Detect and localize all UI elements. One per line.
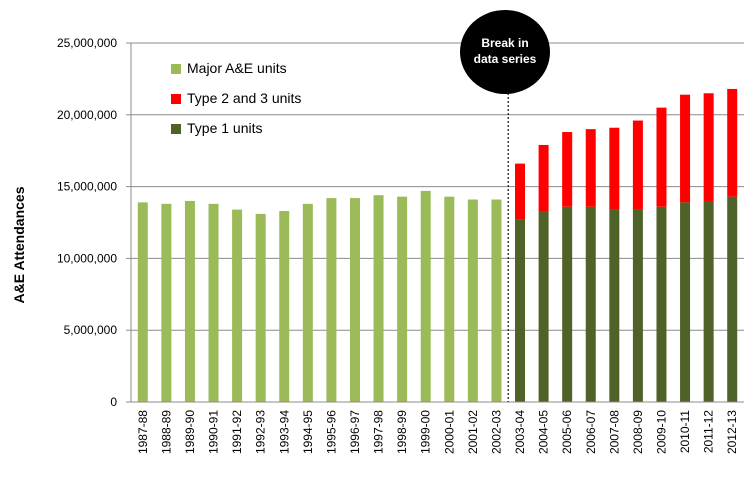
axes [130,43,744,403]
break-label: Break in [481,36,528,50]
x-tick-label: 1989-90 [183,410,197,454]
x-tick-label: 2004-05 [537,410,551,454]
bar-major-a-e-units-1997-98 [373,195,384,402]
x-tick-label: 2005-06 [560,410,574,454]
bar-type-2-and-3-units-2005-06 [562,132,573,207]
bar-major-a-e-units-1994-95 [302,203,313,402]
x-tick-label: 2012-13 [725,410,739,454]
y-tick-label: 5,000,000 [64,323,118,337]
bar-type-1-units-2006-07 [585,206,596,402]
bar-type-1-units-2003-04 [515,219,526,402]
legend-label: Major A&E units [187,60,287,76]
x-tick-label: 1992-93 [254,410,268,454]
y-tick-label: 25,000,000 [57,36,117,50]
legend-label: Type 1 units [187,120,263,136]
bar-type-2-and-3-units-2011-12 [703,93,714,201]
bar-type-1-units-2008-09 [632,209,643,402]
y-tick-label: 20,000,000 [57,108,117,122]
x-tick-labels: 1987-88 1988-89 1989-90 1990-91 1991-92 1992-… [136,410,739,454]
y-tick-label: 0 [110,395,117,409]
bar-major-a-e-units-1999-00 [420,190,431,402]
x-tick-label: 1987-88 [136,410,150,454]
x-tick-label: 1997-98 [372,410,386,454]
bar-type-1-units-2011-12 [703,200,714,402]
bar-major-a-e-units-2002-03 [491,199,502,402]
bar-type-2-and-3-units-2012-13 [727,88,738,197]
bar-type-1-units-2004-05 [538,211,549,402]
legend-swatch [171,124,181,134]
legend: Major A&E units Type 2 and 3 units Type 1 … [171,60,301,136]
bar-type-1-units-2005-06 [562,206,573,402]
break-label: data series [474,52,537,66]
x-tick-label: 2011-12 [702,410,716,453]
y-tick-labels: 0 5,000,000 10,000,000 15,000,000 20,000,000… [57,36,131,409]
y-axis-label: A&E Attendances [11,186,27,303]
y-tick-label: 10,000,000 [57,251,117,265]
gridlines [131,42,744,331]
x-tick-label: 1996-97 [348,410,362,454]
bar-major-a-e-units-1995-96 [326,198,337,402]
legend-swatch [171,94,181,104]
bar-type-2-and-3-units-2004-05 [538,144,549,212]
x-tick-label: 2003-04 [513,410,527,454]
x-tick-label: 2010-11 [678,410,692,453]
bar-major-a-e-units-2000-01 [444,196,455,402]
y-tick-label: 15,000,000 [57,180,117,194]
x-tick-label: 1995-96 [324,410,338,454]
bar-major-a-e-units-2001-02 [467,199,478,402]
x-tick-label: 1993-94 [277,410,291,454]
x-tick-label: 2007-08 [607,410,621,454]
bar-major-a-e-units-1992-93 [255,213,266,402]
break-annotation: Break in data series [460,10,550,402]
bar-major-a-e-units-1993-94 [279,211,290,402]
legend-swatch [171,64,181,74]
x-tick-label: 2001-02 [466,410,480,454]
bar-type-2-and-3-units-2007-08 [609,127,620,210]
bar-type-1-units-2012-13 [727,196,738,402]
bar-major-a-e-units-1991-92 [232,209,243,402]
bar-type-1-units-2010-11 [680,202,691,402]
bar-type-2-and-3-units-2010-11 [680,94,691,203]
bar-major-a-e-units-1998-99 [397,196,408,402]
bar-type-2-and-3-units-2009-10 [656,107,667,207]
x-tick-label: 2000-01 [442,410,456,454]
x-tick-label: 1994-95 [301,410,315,454]
x-tick-label: 2009-10 [654,410,668,454]
x-tick-label: 2006-07 [584,410,598,454]
bar-major-a-e-units-1988-89 [161,203,172,402]
x-tick-label: 2002-03 [489,410,503,454]
x-tick-label: 1999-00 [419,410,433,454]
x-tick-label: 1990-91 [207,410,221,454]
bars [137,88,738,402]
break-bubble [460,10,550,94]
bar-major-a-e-units-1996-97 [349,198,360,402]
bar-major-a-e-units-1990-91 [208,203,219,402]
x-tick-label: 1991-92 [230,410,244,454]
bar-type-2-and-3-units-2003-04 [515,163,526,220]
bar-type-2-and-3-units-2006-07 [585,129,596,207]
bar-type-1-units-2009-10 [656,206,667,402]
bar-type-1-units-2007-08 [609,209,620,402]
bar-major-a-e-units-1987-88 [137,202,148,402]
bar-type-2-and-3-units-2008-09 [632,120,643,210]
x-tick-label: 1988-89 [159,410,173,454]
legend-label: Type 2 and 3 units [187,90,301,106]
x-tick-label: 2008-09 [631,410,645,454]
bar-major-a-e-units-1989-90 [184,200,195,402]
x-tick-label: 1998-99 [395,410,409,454]
